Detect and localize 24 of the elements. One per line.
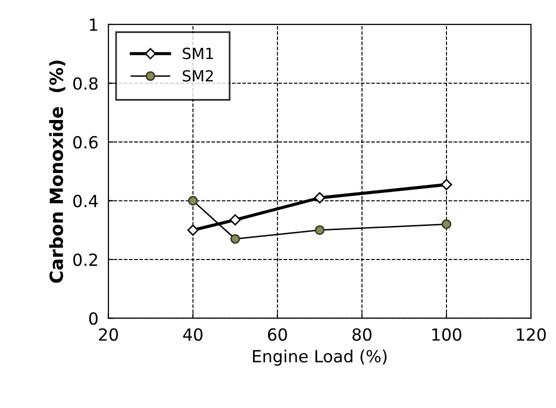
x-tick-label: 100 <box>432 328 462 341</box>
y-axis-title: Carbon Monoxide (%) <box>49 60 66 283</box>
point <box>440 178 452 190</box>
x-tick-label: 20 <box>99 328 118 341</box>
legend-label: SM1 <box>182 48 213 60</box>
y-tick-label: 0.2 <box>73 253 98 266</box>
point <box>188 196 198 206</box>
point <box>187 224 199 236</box>
y-tick-label: 0.8 <box>73 77 98 90</box>
point <box>314 192 326 204</box>
x-tick-label: 40 <box>183 328 202 341</box>
y-tick-label: 1 <box>90 18 98 31</box>
x-tick-label: 80 <box>352 328 372 341</box>
y-tick-label: 0.6 <box>73 136 98 149</box>
x-tick-label: 120 <box>516 328 546 341</box>
y-tick-label: 0 <box>89 312 98 325</box>
legend-label: SM2 <box>182 70 213 82</box>
point <box>314 225 325 235</box>
x-tick-label: 60 <box>268 328 287 341</box>
x-axis-title: Engine Load (%) <box>253 350 387 366</box>
y-tick-label: 0.4 <box>73 194 98 208</box>
point <box>230 214 241 226</box>
point <box>230 234 240 244</box>
point <box>442 219 452 230</box>
